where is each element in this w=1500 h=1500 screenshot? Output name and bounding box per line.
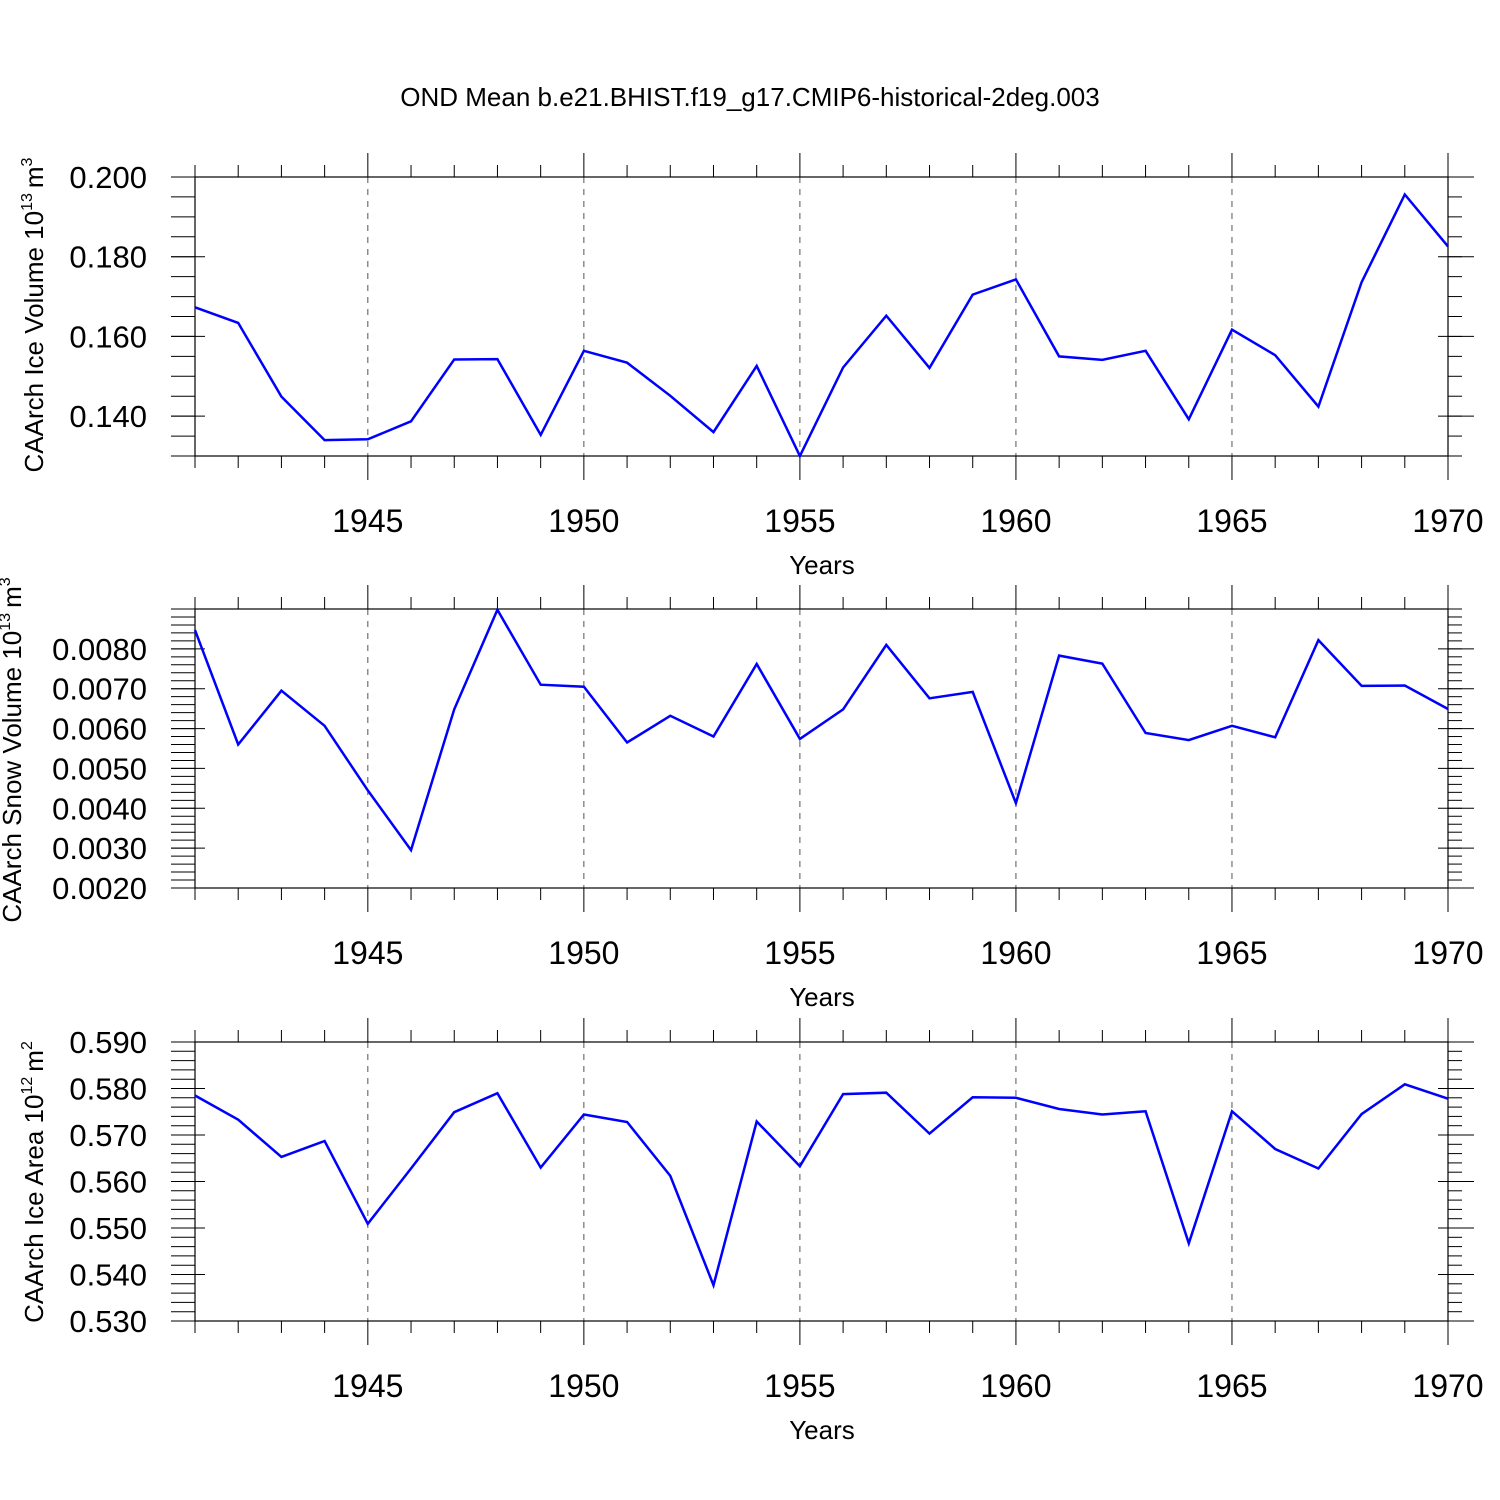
- x-tick-label: 1970: [1412, 1368, 1483, 1404]
- panel-snow-volume: Years CAArch Snow Volume 1013 m3 0.0020 0.…: [0, 577, 1484, 1012]
- y-axis-label-exponent: 13: [0, 613, 14, 631]
- y-tick-label: 0.540: [69, 1258, 147, 1293]
- y-tick-label: 0.0050: [52, 751, 147, 786]
- x-tick-label: 1950: [548, 1368, 619, 1404]
- panel-ice-area: Years CAArch Ice Area 1012 m2 0.530 0.540 0…: [19, 1018, 1484, 1445]
- x-tick-label: 1945: [332, 1368, 403, 1404]
- y-axis-label-exponent: 13: [19, 193, 36, 211]
- y-tick-label: 0.530: [69, 1304, 147, 1339]
- x-tick-label: 1965: [1196, 1368, 1267, 1404]
- x-axis-label: Years: [789, 982, 855, 1012]
- y-tick-label: 0.160: [69, 319, 147, 354]
- x-tick-label: 1965: [1196, 935, 1267, 971]
- y-tick-label: 0.0030: [52, 831, 147, 866]
- x-tick-label: 1955: [764, 935, 835, 971]
- y-axis-label-unit-exponent: 3: [19, 157, 36, 166]
- series-line: [194, 192, 1449, 459]
- chart-title: OND Mean b.e21.BHIST.f19_g17.CMIP6-histo…: [400, 82, 1099, 112]
- y-tick-label: 0.580: [69, 1072, 147, 1107]
- x-tick-label: 1950: [548, 935, 619, 971]
- y-tick-label: 0.590: [69, 1025, 147, 1060]
- x-tick-label: 1945: [332, 935, 403, 971]
- y-axis-label: CAArch Ice Area 1012 m2: [19, 1041, 49, 1323]
- x-tick-label: 1945: [332, 503, 403, 539]
- panel-ice-volume: Years CAArch Ice Volume 1013 m3 0.140 0.16…: [19, 153, 1484, 580]
- y-axis-label-unit: m: [19, 1050, 49, 1072]
- y-axis-label-unit: m: [19, 166, 49, 188]
- x-tick-label: 1955: [764, 1368, 835, 1404]
- y-tick-label: 0.200: [69, 160, 147, 195]
- y-axis-label-text: CAArch Snow Volume 10: [0, 631, 27, 923]
- plot-frame: [194, 608, 1449, 889]
- x-tick-label: 1965: [1196, 503, 1267, 539]
- y-axis-label: CAArch Ice Volume 1013 m3: [19, 157, 49, 472]
- x-tick-label: 1950: [548, 503, 619, 539]
- x-tick-label: 1960: [980, 503, 1051, 539]
- y-tick-label: 0.0020: [52, 871, 147, 906]
- x-tick-label: 1970: [1412, 503, 1483, 539]
- y-tick-label: 0.0060: [52, 712, 147, 747]
- y-tick-label: 0.0070: [52, 672, 147, 707]
- y-axis-label-text: CAArch Ice Area 10: [19, 1095, 49, 1323]
- y-axis-label-unit: m: [0, 586, 27, 608]
- y-tick-label: 0.570: [69, 1118, 147, 1153]
- x-tick-label: 1960: [980, 935, 1051, 971]
- series-line: [194, 1082, 1449, 1290]
- x-tick-label: 1970: [1412, 935, 1483, 971]
- y-axis-label-unit-exponent: 3: [0, 577, 14, 586]
- y-tick-label: 0.140: [69, 399, 147, 434]
- series-line: [193, 607, 1449, 853]
- y-axis-label-text: CAArch Ice Volume 10: [19, 211, 49, 473]
- x-axis-label: Years: [789, 1415, 855, 1445]
- y-axis-label-exponent: 12: [19, 1077, 36, 1095]
- y-axis-label-unit-exponent: 2: [19, 1041, 36, 1050]
- y-tick-label: 0.0080: [52, 632, 147, 667]
- y-tick-label: 0.180: [69, 240, 147, 275]
- x-axis-label: Years: [789, 550, 855, 580]
- y-tick-label: 0.550: [69, 1211, 147, 1246]
- y-tick-label: 0.0040: [52, 791, 147, 826]
- x-tick-label: 1960: [980, 1368, 1051, 1404]
- y-axis-label: CAArch Snow Volume 1013 m3: [0, 577, 27, 922]
- y-tick-label: 0.560: [69, 1165, 147, 1200]
- plot-frame: [194, 1041, 1449, 1322]
- x-tick-label: 1955: [764, 503, 835, 539]
